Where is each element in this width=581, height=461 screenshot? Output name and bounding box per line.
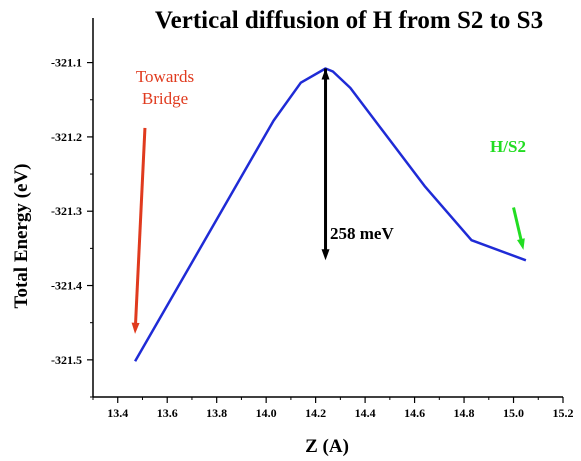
x-tick-label: 14.2 — [305, 406, 326, 420]
x-tick-label: 15.0 — [503, 406, 524, 420]
annotation-arrow-line — [133, 127, 147, 326]
plot-axes — [92, 18, 563, 398]
x-tick-label: 14.6 — [404, 406, 425, 420]
annotations-layer: Towards Bridge H/S2 258 meV — [131, 67, 526, 334]
arrow-head-icon — [321, 249, 330, 261]
y-tick-label: -321.1 — [51, 56, 82, 70]
x-axis-title: Z (A) — [305, 436, 349, 457]
x-tick-label: 13.4 — [107, 406, 128, 420]
y-tick-label: -321.4 — [51, 279, 82, 293]
annotation-label: 258 meV — [330, 224, 394, 243]
annotation-label: Towards — [136, 67, 194, 86]
y-tick-label: -321.3 — [51, 204, 82, 218]
y-axis-title: Total Energy (eV) — [11, 164, 32, 309]
x-tick-label: 14.8 — [454, 406, 475, 420]
x-tick-label: 14.4 — [355, 406, 376, 420]
arrow-head-icon — [321, 68, 330, 80]
x-tick-label: 13.8 — [206, 406, 227, 420]
axis-ticks: 13.4 13.6 13.8 14.0 14.2 14.4 14.6 14.8 15.0 15.2… — [51, 56, 574, 420]
annotation-arrow-line — [512, 207, 524, 243]
annotation-label: H/S2 — [490, 137, 526, 156]
y-tick-label: -321.2 — [51, 130, 82, 144]
arrow-head-icon — [131, 322, 140, 334]
x-tick-label: 15.2 — [553, 406, 574, 420]
x-tick-label: 13.6 — [157, 406, 178, 420]
annotation-label: Bridge — [142, 89, 188, 108]
energy-line-series — [134, 67, 527, 362]
x-tick-label: 14.0 — [256, 406, 277, 420]
y-tick-label: -321.5 — [51, 353, 82, 367]
series-layer — [134, 67, 527, 362]
chart-title: Vertical diffusion of H from S2 to S3 — [155, 7, 543, 34]
arrow-head-icon — [517, 238, 525, 250]
